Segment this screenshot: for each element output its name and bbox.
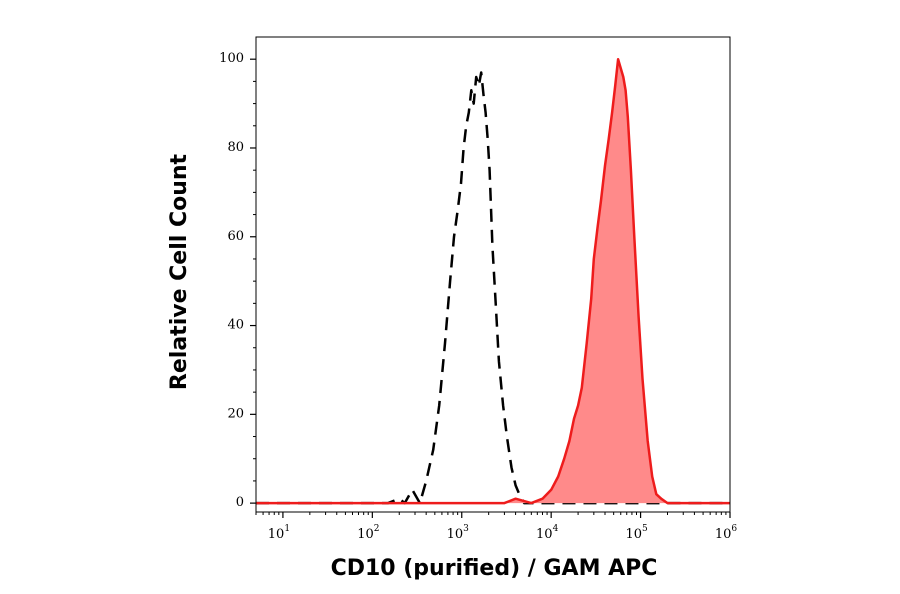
x-tick-label: 103 [447,524,470,542]
y-axis-title: Relative Cell Count [167,153,192,390]
x-tick-label: 101 [268,524,290,542]
plot-frame [255,36,731,513]
y-tick-label: 80 [227,140,244,155]
series-stained-line [256,57,730,505]
y-tick-label: 0 [236,495,244,510]
y-tick-label: 40 [227,318,244,333]
series-layer [256,57,730,505]
x-tick-label: 104 [536,524,559,542]
x-tick-label: 102 [357,524,379,542]
x-axis-title: CD10 (purified) / GAM APC [331,556,658,581]
series-stained-fill [256,59,730,504]
x-tick-label: 105 [625,524,648,542]
axis-layer: 0 20 40 60 80 100 101 102 103 104 105 106 [219,51,737,542]
y-tick-label: 60 [227,229,244,244]
y-tick-label: 20 [227,406,244,421]
series-control-line [256,71,730,505]
x-tick-label: 106 [715,524,738,542]
y-tick-label: 100 [219,51,244,66]
